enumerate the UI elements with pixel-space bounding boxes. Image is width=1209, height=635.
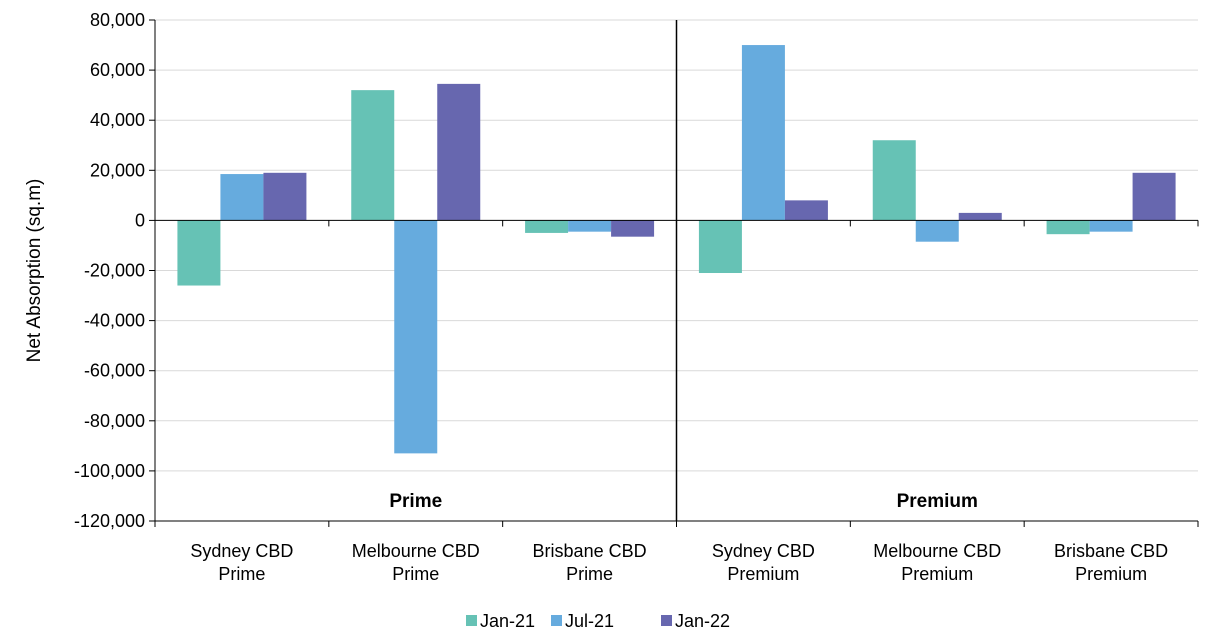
bar-jul-21-0	[220, 174, 264, 221]
bar-jul-21-4	[915, 220, 959, 242]
bar-jan-22-3	[784, 200, 828, 221]
legend-label-jul-21: Jul-21	[565, 611, 614, 631]
y-tick-label: 20,000	[90, 160, 145, 180]
bar-jan-22-0	[263, 172, 307, 221]
category-label-line: Prime	[566, 564, 613, 584]
y-tick-label: -120,000	[74, 511, 145, 531]
group-label-premium: Premium	[897, 491, 978, 512]
category-label: Brisbane CBD Prime	[533, 541, 647, 584]
category-label-line: Premium	[1075, 564, 1147, 584]
y-tick-label: -80,000	[84, 411, 145, 431]
legend-swatch-jul-21	[551, 615, 562, 626]
bars	[177, 45, 1176, 454]
y-tick-label: 60,000	[90, 60, 145, 80]
bar-jan-22-2	[611, 220, 655, 237]
y-tick-label: -60,000	[84, 361, 145, 381]
category-label-line: Brisbane CBD	[1054, 541, 1168, 561]
legend-label-jan-22: Jan-22	[675, 611, 730, 631]
group-label-prime: Prime	[389, 491, 442, 512]
category-label-line: Melbourne CBD	[873, 541, 1001, 561]
category-label-line: Brisbane CBD	[533, 541, 647, 561]
category-label-line: Prime	[218, 564, 265, 584]
bar-jan-21-2	[525, 220, 569, 233]
category-label: Melbourne CBD Premium	[873, 541, 1001, 584]
bar-jan-21-0	[177, 220, 221, 286]
category-label-line: Sydney CBD	[190, 541, 293, 561]
y-axis-title: Net Absorption (sq.m)	[24, 179, 45, 363]
legend-label-jan-21: Jan-21	[480, 611, 535, 631]
bar-jul-21-2	[568, 220, 612, 232]
y-tick-label: -40,000	[84, 311, 145, 331]
category-label-line: Premium	[727, 564, 799, 584]
bar-jan-21-5	[1046, 220, 1090, 235]
y-tick-label: 40,000	[90, 110, 145, 130]
category-label-line: Melbourne CBD	[352, 541, 480, 561]
axes	[149, 19, 1199, 527]
bar-jan-22-1	[437, 83, 481, 221]
category-label-line: Premium	[901, 564, 973, 584]
bar-jan-21-1	[351, 90, 395, 221]
y-tick-label: 80,000	[90, 10, 145, 30]
legend: Jan-21 Jul-21 Jan-22	[466, 611, 730, 631]
bar-jan-21-4	[872, 140, 916, 221]
category-label: Melbourne CBD Prime	[352, 541, 480, 584]
bar-jan-22-5	[1132, 172, 1176, 221]
y-tick-label: 0	[135, 210, 145, 230]
category-label-line: Sydney CBD	[712, 541, 815, 561]
category-label: Sydney CBD Prime	[190, 541, 293, 584]
bar-jul-21-1	[394, 220, 438, 454]
bar-jul-21-5	[1089, 220, 1133, 232]
y-tick-label: -20,000	[84, 261, 145, 281]
category-label-line: Prime	[392, 564, 439, 584]
bar-jan-21-3	[698, 220, 742, 274]
bar-jul-21-3	[741, 45, 785, 221]
bar-jan-22-4	[958, 212, 1002, 221]
legend-swatch-jan-22	[661, 615, 672, 626]
y-tick-label: -100,000	[74, 461, 145, 481]
category-label: Brisbane CBD Premium	[1054, 541, 1168, 584]
legend-swatch-jan-21	[466, 615, 477, 626]
labels: 80,000 60,000 40,000 20,000 0 -20,000 -40,000 -…	[24, 10, 1168, 584]
category-label: Sydney CBD Premium	[712, 541, 815, 584]
